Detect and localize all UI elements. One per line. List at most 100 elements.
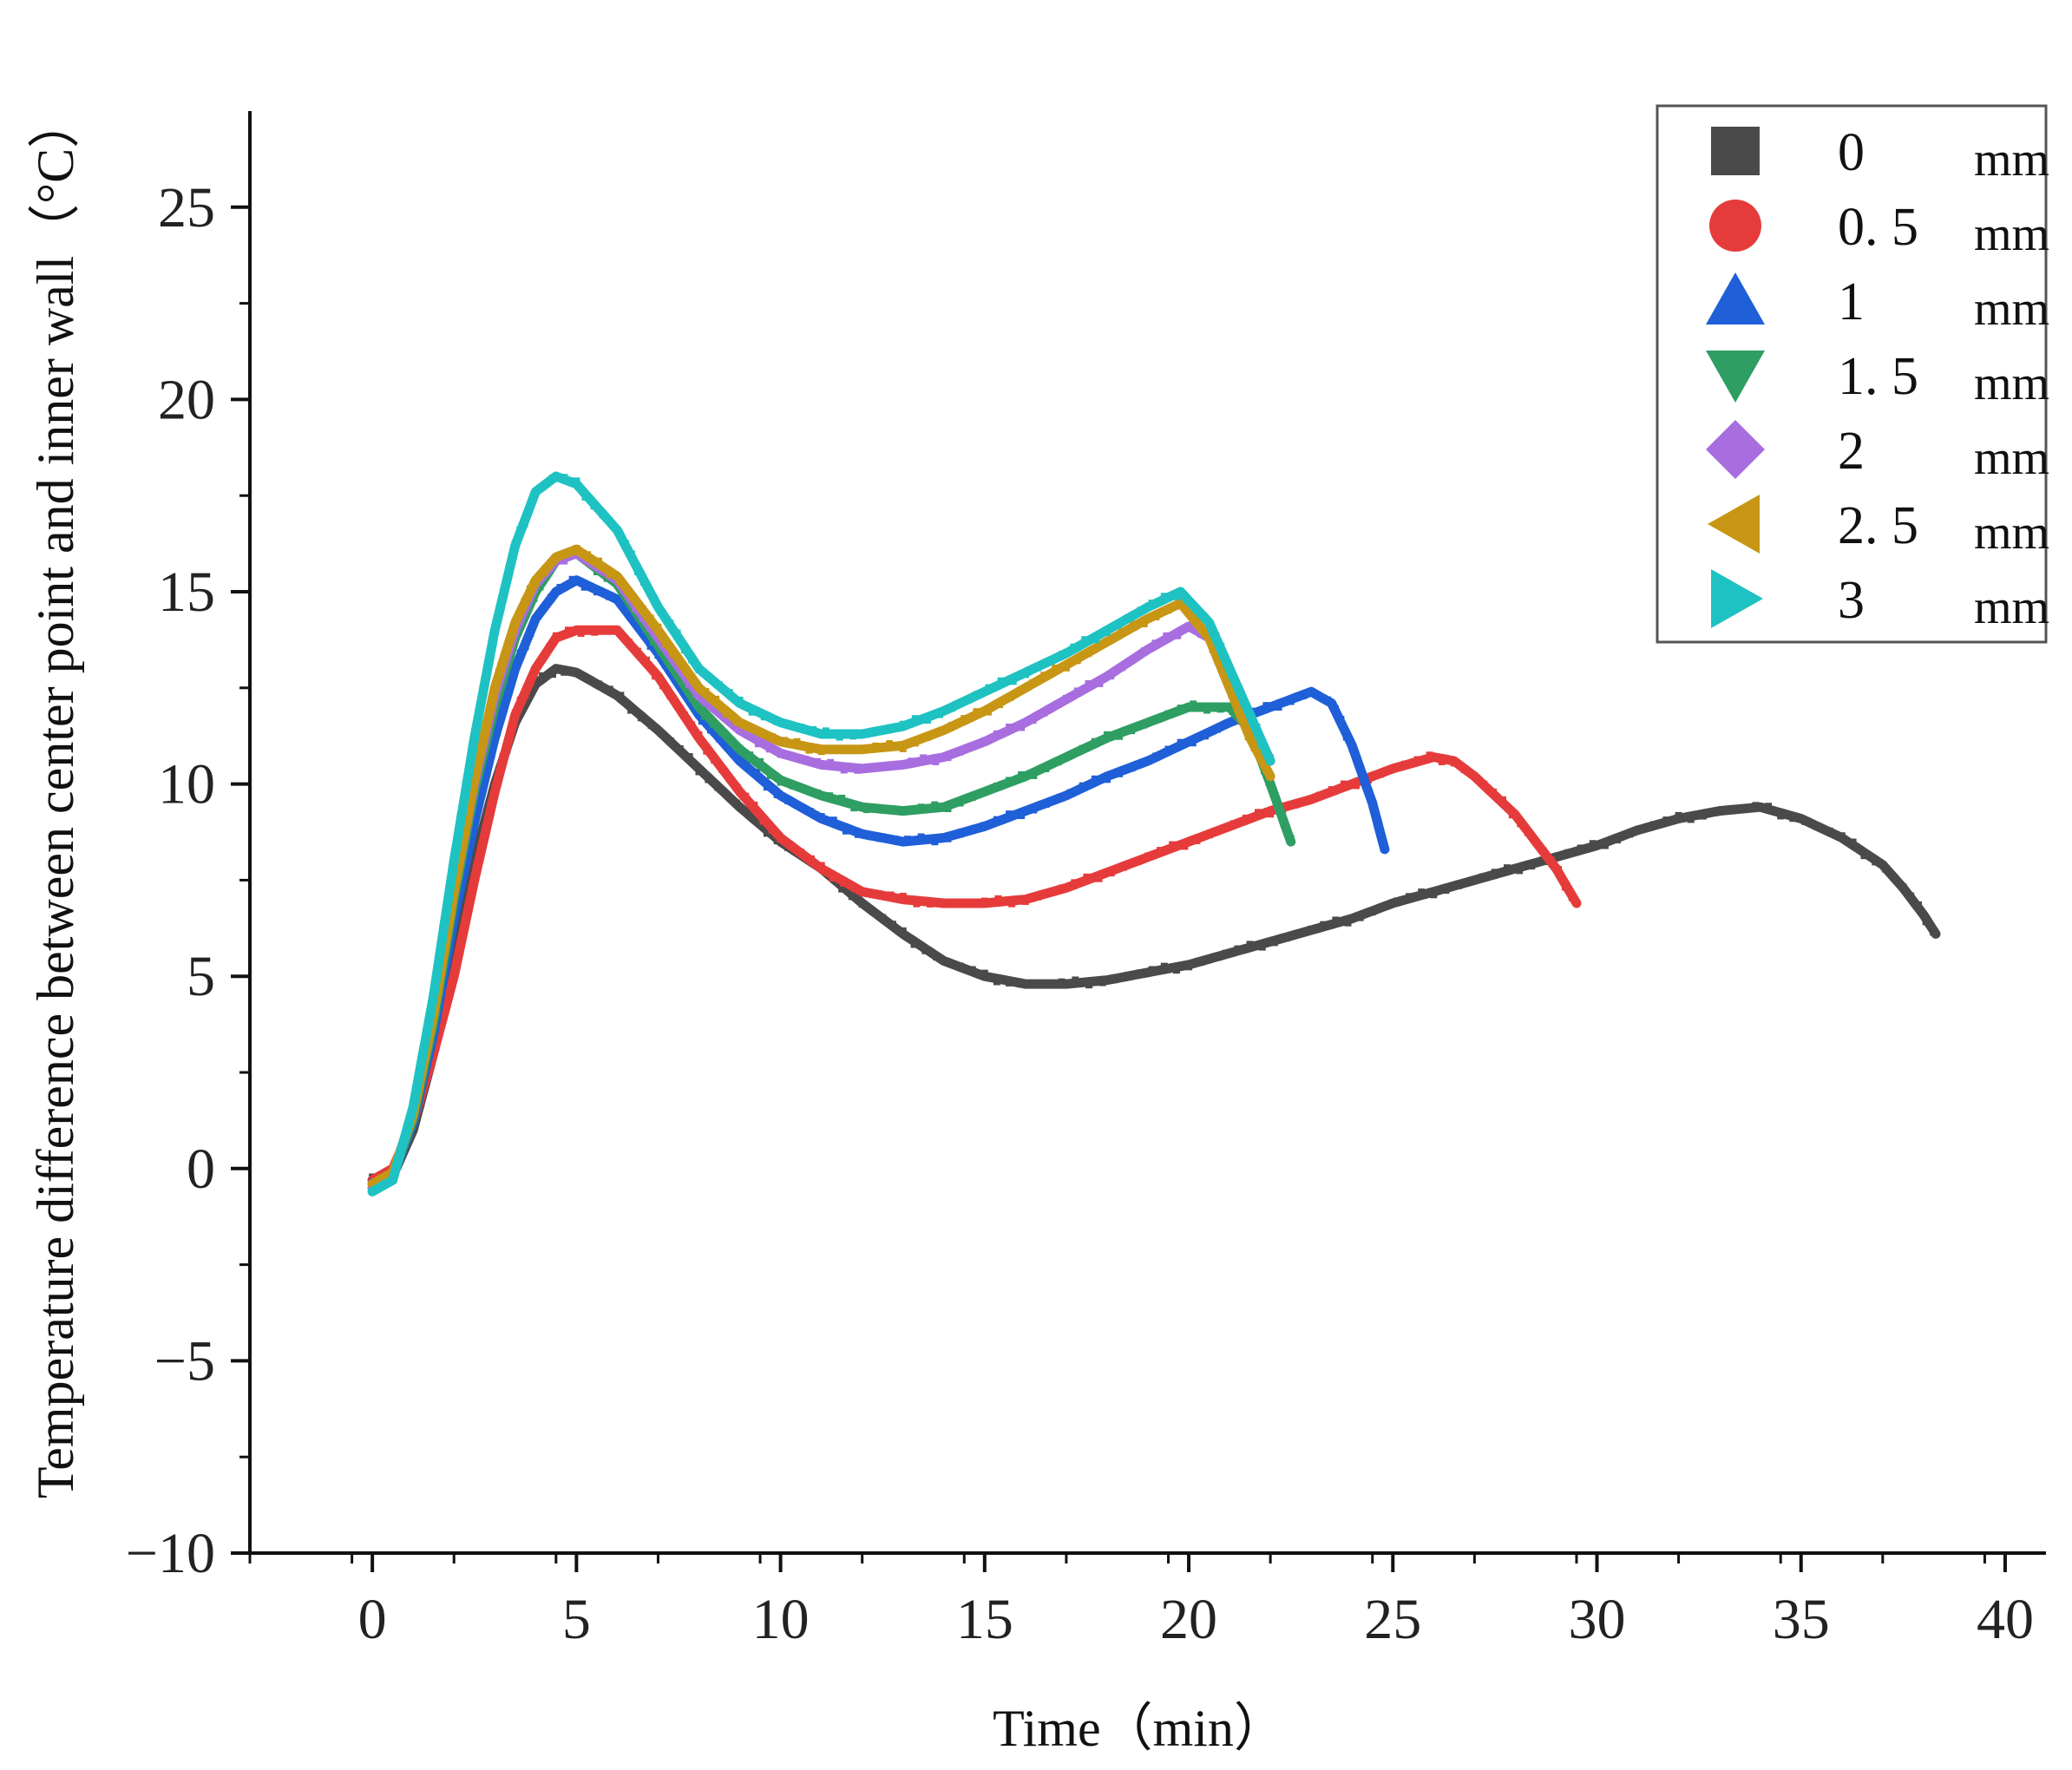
data-point [875, 727, 882, 735]
data-point [443, 1002, 450, 1010]
data-point [1226, 718, 1234, 726]
data-point [1265, 778, 1273, 786]
data-point [692, 690, 700, 698]
data-point [1128, 727, 1136, 735]
data-point [838, 885, 846, 893]
data-point [1029, 678, 1037, 686]
data-point [1205, 831, 1213, 839]
data-point [1203, 706, 1210, 714]
data-point [936, 728, 944, 736]
data-point [1568, 894, 1576, 901]
data-point [1018, 686, 1026, 694]
data-point [482, 826, 490, 834]
data-point [1589, 840, 1597, 848]
data-point [1181, 842, 1189, 850]
data-point [1140, 620, 1148, 628]
data-point [993, 816, 1000, 823]
data-point [616, 630, 624, 638]
data-point [449, 863, 457, 871]
data-point [639, 614, 646, 622]
data-point [1872, 858, 1879, 866]
data-point [449, 974, 456, 982]
data-point [658, 729, 666, 737]
data-point [910, 941, 918, 948]
data-point [502, 751, 509, 758]
data-point [410, 1093, 418, 1101]
data-point [1450, 759, 1458, 767]
data-point [439, 1016, 447, 1024]
data-point [506, 636, 514, 644]
x-tick-label: 30 [1569, 1588, 1626, 1651]
data-point [502, 580, 510, 588]
data-point [1177, 705, 1184, 712]
data-point [886, 740, 894, 748]
data-point [1491, 869, 1498, 876]
data-point [446, 988, 453, 996]
data-point [718, 729, 726, 737]
data-point [940, 901, 947, 908]
data-point [1914, 901, 1922, 908]
data-point [1144, 852, 1151, 860]
data-point [805, 746, 813, 754]
data-point [1111, 976, 1119, 984]
data-point [1172, 593, 1180, 600]
data-point [625, 639, 633, 646]
data-point [993, 730, 1000, 738]
x-tick-label: 15 [956, 1588, 1013, 1651]
data-point [1243, 702, 1250, 710]
data-point [1353, 755, 1361, 763]
data-point [869, 907, 876, 914]
data-point [541, 568, 548, 576]
data-point [1738, 803, 1746, 811]
data-point [529, 682, 537, 690]
data-point [1006, 810, 1013, 818]
data-point [1071, 879, 1079, 887]
data-point [705, 673, 713, 681]
data-point [1006, 777, 1013, 784]
data-point [985, 684, 993, 692]
data-point [1152, 716, 1160, 724]
data-point [927, 900, 934, 908]
data-point [968, 793, 976, 801]
data-point [1040, 672, 1048, 679]
data-point [606, 571, 613, 579]
data-point [1262, 764, 1270, 772]
data-point [511, 663, 519, 671]
data-point [1480, 780, 1488, 788]
data-point [511, 540, 519, 547]
data-point [1098, 979, 1106, 987]
data-point [466, 837, 474, 845]
data-point [1242, 814, 1249, 822]
data-point [1332, 916, 1340, 924]
data-point [457, 941, 465, 949]
data-point [854, 766, 862, 774]
data-point [573, 552, 580, 560]
data-point [616, 599, 624, 606]
data-point [777, 835, 784, 842]
data-point [654, 623, 662, 631]
data-point [679, 677, 686, 685]
data-point [1255, 809, 1262, 816]
data-point [508, 554, 516, 561]
data-point [695, 665, 703, 673]
data-point [838, 794, 846, 802]
data-point [769, 733, 777, 741]
data-point [1324, 696, 1331, 704]
y-tick-label: 5 [187, 945, 215, 1008]
data-point [807, 855, 815, 862]
data-point [501, 703, 508, 711]
data-point [967, 898, 975, 906]
series-layer [367, 471, 1941, 1196]
data-point [1454, 882, 1462, 889]
data-point [1278, 812, 1286, 820]
data-point [1114, 621, 1122, 629]
data-point [1466, 877, 1474, 885]
data-point [1177, 600, 1184, 607]
data-point [646, 589, 654, 597]
data-point [1203, 627, 1210, 635]
data-point [973, 708, 980, 716]
data-point [858, 744, 866, 752]
data-point [1172, 967, 1180, 974]
data-point [1253, 723, 1261, 731]
data-point [1380, 902, 1388, 910]
